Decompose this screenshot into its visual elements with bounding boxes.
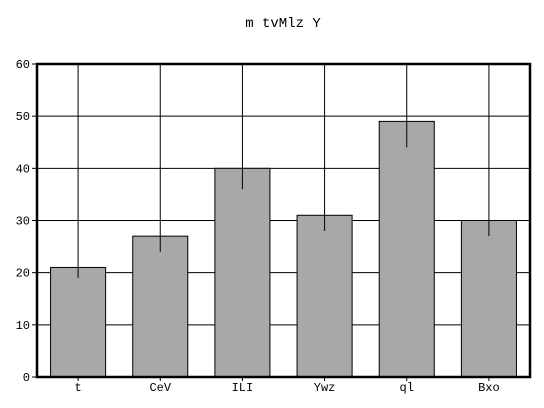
bar-Bxo bbox=[460, 220, 517, 378]
bar-layer bbox=[50, 120, 517, 378]
y-tick-label: 0 bbox=[23, 371, 30, 385]
chart-title: m tvMlz Y bbox=[245, 16, 321, 32]
x-tick-label-ILI: ILI bbox=[232, 381, 254, 395]
bar-ql bbox=[378, 120, 435, 378]
bar-t bbox=[50, 266, 107, 378]
x-tick-label-Bxo: Bxo bbox=[478, 381, 500, 395]
x-axis-ticks: t CeV ILI Ywz ql Bxo bbox=[74, 377, 500, 395]
y-axis-ticks: 0 10 20 30 40 50 60 bbox=[16, 58, 37, 385]
y-tick-label: 40 bbox=[16, 162, 30, 176]
grid-layer bbox=[37, 64, 530, 377]
x-tick-label-t: t bbox=[74, 381, 81, 395]
bar-ILI bbox=[214, 167, 271, 378]
x-tick-label-ql: ql bbox=[400, 381, 414, 395]
y-tick-label: 20 bbox=[16, 267, 30, 281]
y-tick-label: 10 bbox=[16, 319, 30, 333]
x-tick-label-CeV: CeV bbox=[149, 381, 171, 395]
error-bar-layer bbox=[77, 121, 490, 278]
x-tick-label-Ywz: Ywz bbox=[314, 381, 336, 395]
bar-Ywz bbox=[296, 214, 353, 378]
bar-CeV bbox=[132, 235, 189, 378]
y-tick-label: 30 bbox=[16, 215, 30, 229]
y-tick-label: 50 bbox=[16, 110, 30, 124]
y-tick-label: 60 bbox=[16, 58, 30, 72]
